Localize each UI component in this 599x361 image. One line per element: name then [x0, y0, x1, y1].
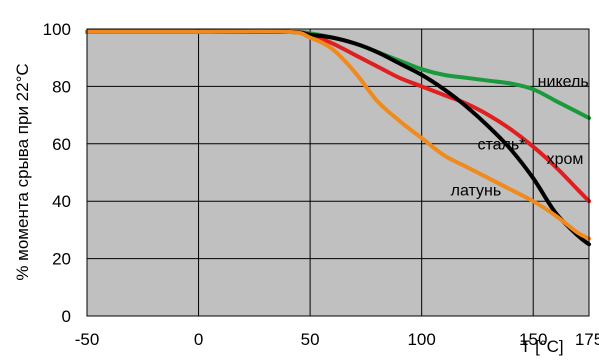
series-label-0: никель — [538, 73, 589, 90]
y-axis-label: % момента срыва при 22°C — [13, 63, 32, 280]
x-tick-label: 175 — [575, 330, 599, 349]
y-tick-label: 20 — [52, 250, 71, 269]
plot-frame — [86, 28, 590, 317]
x-axis-label: T [°C] — [520, 337, 563, 356]
plot-area — [87, 29, 589, 316]
x-tick-label: -50 — [75, 330, 100, 349]
y-tick-label: 100 — [43, 20, 71, 39]
series-label-1: хром — [547, 151, 584, 168]
x-axis-ticks: -50 0 50 100 150 175 — [75, 330, 599, 349]
series-line-3 — [85, 29, 591, 241]
x-tick-label: 100 — [407, 330, 435, 349]
series-labels: никель хром сталь* латунь — [451, 73, 589, 199]
x-tick-label: 0 — [194, 330, 203, 349]
x-tick-label: 50 — [301, 330, 320, 349]
series-lines — [85, 29, 591, 247]
x-tick-label: 150 — [519, 330, 547, 349]
y-tick-label: 60 — [52, 135, 71, 154]
series-label-2: сталь* — [477, 137, 525, 154]
y-axis-ticks: 0 20 40 60 80 100 — [43, 20, 71, 326]
series-label-3: латунь — [451, 182, 502, 199]
y-tick-label: 80 — [52, 77, 71, 96]
y-tick-label: 0 — [62, 307, 71, 326]
y-tick-label: 40 — [52, 192, 71, 211]
